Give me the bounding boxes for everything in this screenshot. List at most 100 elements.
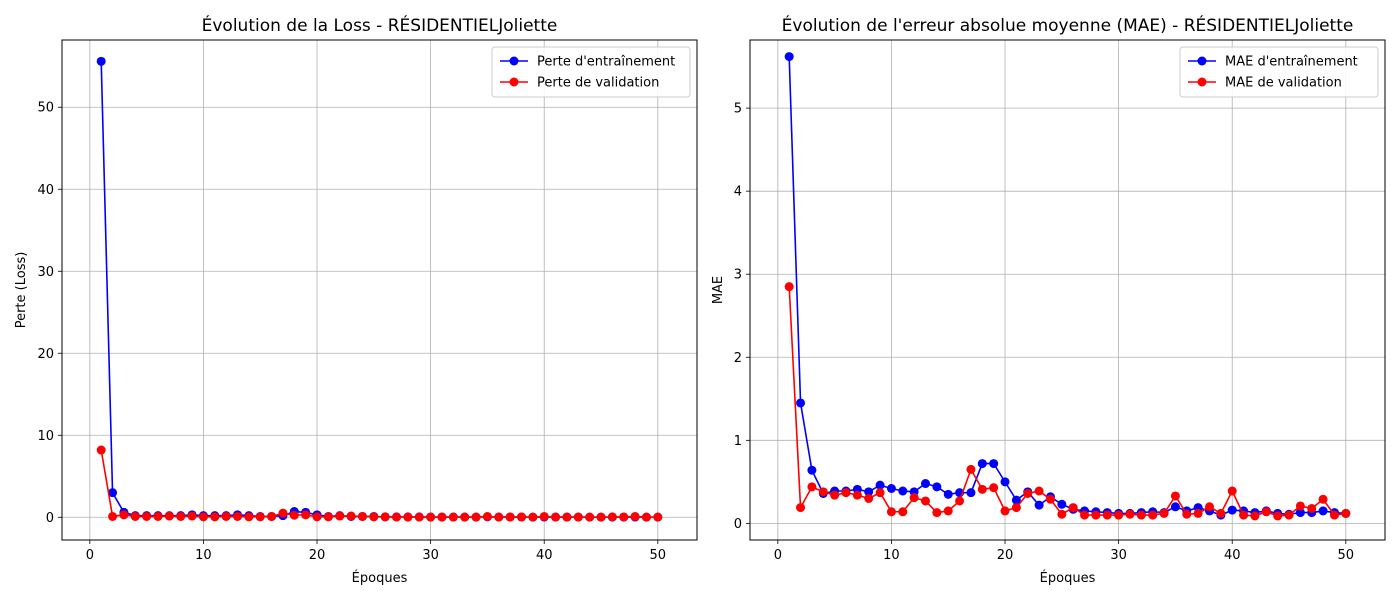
data-point bbox=[221, 511, 231, 521]
x-tick-label: 50 bbox=[650, 548, 667, 563]
data-point bbox=[1091, 510, 1101, 520]
data-point bbox=[278, 508, 288, 518]
data-point bbox=[244, 512, 254, 522]
data-point bbox=[1341, 508, 1351, 518]
y-tick-label: 4 bbox=[734, 185, 742, 200]
data-point bbox=[551, 512, 561, 522]
x-tick-label: 30 bbox=[1110, 548, 1127, 563]
data-point bbox=[301, 510, 311, 520]
chart-panel-1: 0 10 20 30 40 50 0 10 20 30 40 50 Évolution de la Lo… bbox=[14, 14, 698, 586]
x-tick-label: 10 bbox=[883, 548, 900, 563]
data-point bbox=[403, 512, 413, 522]
data-point bbox=[784, 282, 794, 292]
data-point bbox=[898, 507, 908, 517]
data-point bbox=[864, 493, 874, 503]
x-tick-label: 30 bbox=[422, 548, 439, 563]
data-point bbox=[1295, 501, 1305, 511]
x-tick-label: 10 bbox=[195, 548, 212, 563]
data-point bbox=[943, 489, 953, 499]
legend-box bbox=[491, 46, 691, 98]
data-point bbox=[1318, 506, 1328, 516]
data-point bbox=[966, 488, 976, 498]
legend-entry-label: Perte de validation bbox=[537, 76, 659, 91]
data-point bbox=[392, 512, 402, 522]
data-point bbox=[1080, 510, 1090, 520]
data-point bbox=[187, 511, 197, 521]
legend-box bbox=[1179, 46, 1379, 98]
data-point bbox=[346, 511, 356, 521]
data-point bbox=[323, 512, 333, 522]
data-point bbox=[471, 512, 481, 522]
data-point bbox=[1250, 511, 1260, 521]
x-tick-label: 20 bbox=[309, 548, 326, 563]
y-tick-label: 20 bbox=[37, 347, 54, 362]
data-point bbox=[607, 512, 617, 522]
data-point bbox=[164, 511, 174, 521]
data-point bbox=[1261, 507, 1271, 517]
x-tick-label: 50 bbox=[1338, 548, 1355, 563]
data-point bbox=[818, 487, 828, 497]
data-point bbox=[1329, 510, 1339, 520]
data-point bbox=[796, 503, 806, 513]
data-point bbox=[1125, 509, 1135, 519]
y-tick-label: 50 bbox=[37, 101, 54, 116]
data-point bbox=[1011, 503, 1021, 513]
data-point bbox=[1307, 503, 1317, 513]
data-point bbox=[1000, 506, 1010, 516]
data-point bbox=[585, 512, 595, 522]
x-tick-label: 40 bbox=[536, 548, 553, 563]
data-point bbox=[909, 493, 919, 503]
data-point bbox=[1170, 491, 1180, 501]
data-point bbox=[630, 511, 640, 521]
data-point bbox=[562, 512, 572, 522]
x-tick-label: 0 bbox=[86, 548, 94, 563]
y-tick-label: 1 bbox=[734, 434, 742, 449]
data-point bbox=[437, 512, 447, 522]
data-point bbox=[932, 508, 942, 518]
data-point bbox=[1273, 511, 1283, 521]
y-tick-label: 2 bbox=[734, 351, 742, 366]
data-point bbox=[1011, 495, 1021, 505]
data-point bbox=[380, 512, 390, 522]
data-point bbox=[142, 511, 152, 521]
data-point bbox=[653, 512, 663, 522]
data-point bbox=[1216, 508, 1226, 518]
x-tick-label: 40 bbox=[1224, 548, 1241, 563]
data-point bbox=[460, 512, 470, 522]
data-point bbox=[784, 52, 794, 62]
data-point bbox=[596, 512, 606, 522]
series-line-1 bbox=[788, 56, 1346, 516]
chart-panel-2: 0 10 20 30 40 50 0 1 2 3 4 5 Évolution de l'erreur a… bbox=[711, 14, 1386, 586]
legend: MAE d'entraînement MAE de validation bbox=[1179, 46, 1379, 98]
data-point bbox=[528, 512, 538, 522]
data-point bbox=[1170, 502, 1180, 512]
data-point bbox=[977, 484, 987, 494]
data-point bbox=[807, 482, 817, 492]
data-point bbox=[886, 484, 896, 494]
data-point bbox=[210, 512, 220, 522]
x-tick-label: 20 bbox=[997, 548, 1014, 563]
data-point bbox=[1023, 488, 1033, 498]
data-point bbox=[255, 512, 265, 522]
data-point bbox=[966, 464, 976, 474]
data-point bbox=[108, 511, 118, 521]
legend-entry-label: MAE de validation bbox=[1225, 76, 1342, 91]
data-point bbox=[1114, 510, 1124, 520]
data-point bbox=[1227, 486, 1237, 496]
data-point bbox=[1068, 503, 1078, 513]
data-point bbox=[641, 512, 651, 522]
data-point bbox=[1045, 494, 1055, 504]
chart-title: Évolution de l'erreur absolue moyenne (M… bbox=[782, 14, 1354, 36]
legend-entry-label: MAE d'entraînement bbox=[1225, 55, 1358, 70]
data-point bbox=[955, 496, 965, 506]
data-point bbox=[176, 511, 186, 521]
y-tick-label: 0 bbox=[46, 511, 54, 526]
data-point bbox=[921, 496, 931, 506]
legend-swatch-marker bbox=[509, 56, 519, 66]
data-point bbox=[448, 512, 458, 522]
y-tick-label: 5 bbox=[734, 102, 742, 117]
data-point bbox=[796, 398, 806, 408]
data-point bbox=[1318, 494, 1328, 504]
x-axis-label: Époques bbox=[1040, 570, 1096, 586]
data-point bbox=[1193, 508, 1203, 518]
